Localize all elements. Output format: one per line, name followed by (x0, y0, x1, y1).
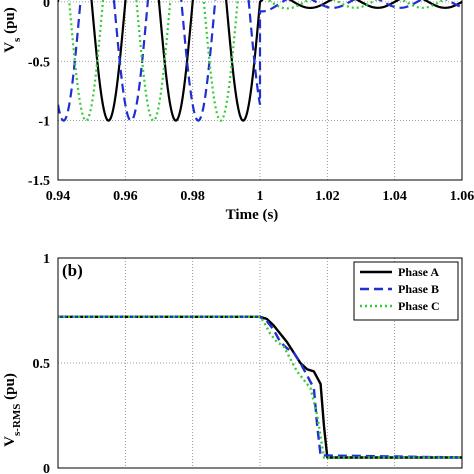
panel-a-y-axis-label: Vs (pu) (2, 7, 23, 53)
panel-b-frame (57, 257, 463, 469)
panel-a-x-tick-label: 0.98 (180, 189, 205, 204)
panel-b-y-tick-label: 0.5 (33, 357, 51, 372)
panel-b-y-tick-label: 1 (43, 252, 50, 267)
panel-b-lines (58, 315, 463, 459)
panel-a-y-tick-label: -1 (38, 115, 50, 130)
panel-a-x-tick-label: 1 (257, 189, 264, 204)
panel-a: 0 -0.5 -1 -1.5 0.94 0.96 0.98 1 1.02 1.04 1.06 Ti… (2, 0, 474, 223)
legend: Phase A Phase B Phase C (353, 261, 459, 321)
panel-a-series-phase-b (58, 0, 462, 122)
panel-a-y-ticks: 0 -0.5 -1 -1.5 (28, 0, 50, 189)
panel-a-y-tick-label: 0 (43, 0, 50, 11)
legend-label-phase-b: Phase B (398, 282, 439, 296)
panel-b-y-ticks: 10.50 (33, 252, 51, 474)
legend-label-phase-a: Phase A (398, 265, 439, 279)
panel-a-x-axis-label: Time (s) (226, 207, 279, 223)
legend-label-phase-c: Phase C (398, 299, 440, 313)
panel-b-series-phase-b (58, 315, 463, 459)
panel-b-y-tick-label: 0 (43, 462, 50, 474)
panel-a-series-phase-a (58, 0, 462, 122)
panel-a-x-tick-label: 0.96 (113, 189, 138, 204)
panel-a-x-tick-label: 1.04 (382, 189, 407, 204)
panel-a-x-tick-label: 1.02 (315, 189, 340, 204)
panel-a-x-tick-label: 1.06 (450, 189, 474, 204)
panel-a-frame (57, 0, 463, 181)
panel-b-y-axis-label: Vs-RMS (pu) (2, 373, 23, 447)
panel-b-label: (b) (62, 261, 83, 280)
panel-a-lines (58, 0, 462, 122)
panel-a-x-tick-label: 0.94 (46, 189, 71, 204)
panel-a-y-tick-label: -0.5 (28, 55, 50, 70)
panel-a-y-tick-label: -1.5 (28, 174, 50, 189)
panel-a-x-ticks: 0.94 0.96 0.98 1 1.02 1.04 1.06 (46, 189, 474, 204)
